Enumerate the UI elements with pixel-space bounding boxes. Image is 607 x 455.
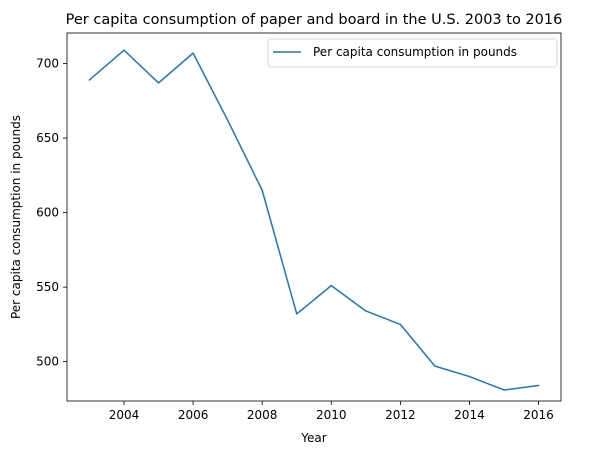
- legend-box: [267, 38, 558, 68]
- legend: Per capita consumption in pounds: [267, 38, 558, 68]
- x-tick-label: 2004: [109, 408, 140, 422]
- y-tick-label: 650: [36, 131, 59, 145]
- x-tick-label: 2010: [316, 408, 347, 422]
- y-axis-title: Per capita consumption in pounds: [9, 115, 23, 319]
- y-tick-label: 500: [36, 355, 59, 369]
- y-tick-label: 550: [36, 280, 59, 294]
- x-tick-label: 2012: [385, 408, 416, 422]
- plot-frame: [66, 32, 562, 402]
- y-tick-label: 700: [36, 57, 59, 71]
- y-tick-label: 600: [36, 206, 59, 220]
- legend-label: Per capita consumption in pounds: [313, 45, 517, 59]
- x-tick-label: 2008: [247, 408, 278, 422]
- x-tick-label: 2014: [454, 408, 485, 422]
- plot-layer: 2004 2006 2008 2010 2012 2014 2016 500 550 600 650…: [36, 49, 554, 422]
- x-tick-label: 2006: [178, 408, 209, 422]
- x-tick-label: 2016: [523, 408, 554, 422]
- chart-title: Per capita consumption of paper and boar…: [66, 12, 563, 28]
- series-line-0: [88, 49, 540, 391]
- x-axis-title: Year: [300, 431, 326, 445]
